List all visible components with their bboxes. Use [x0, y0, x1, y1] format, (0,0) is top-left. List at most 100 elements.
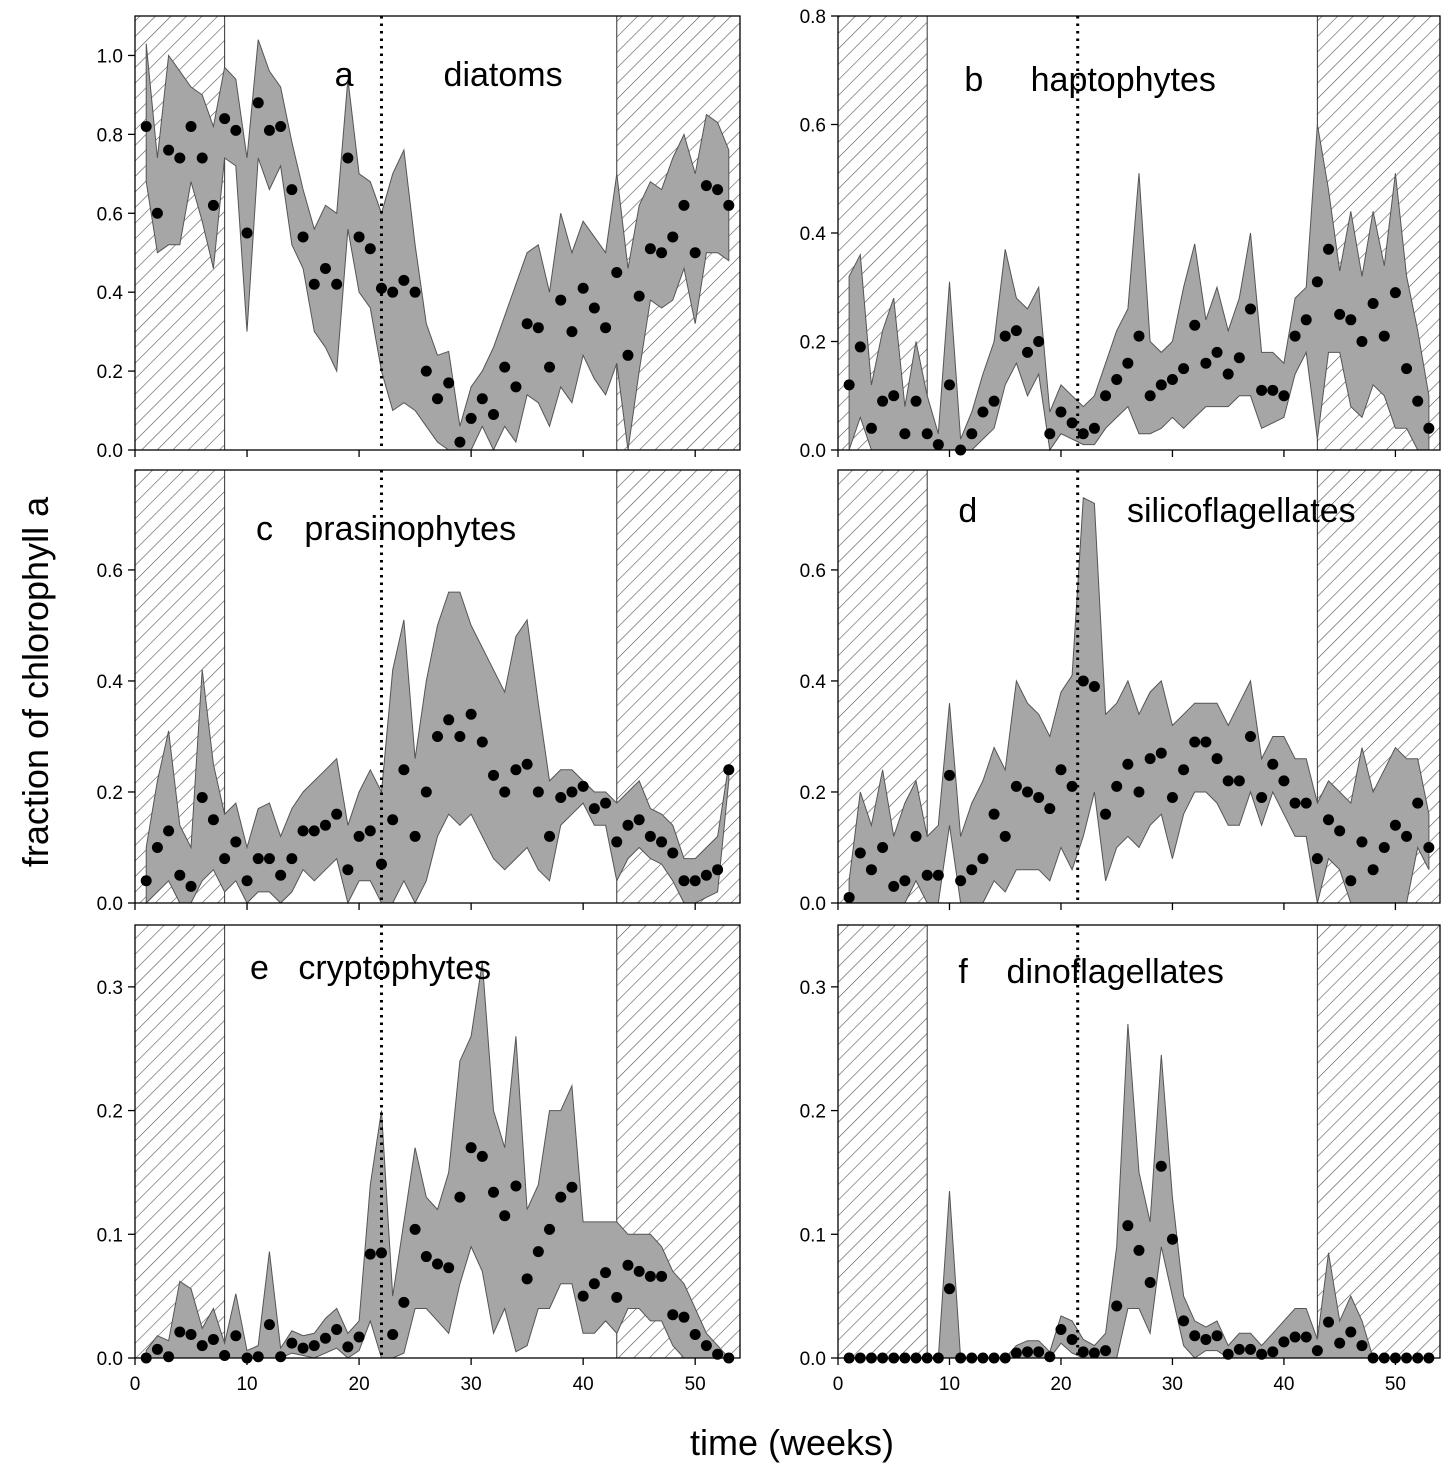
- data-point: [888, 390, 900, 402]
- data-point: [151, 841, 163, 853]
- data-point: [196, 1340, 208, 1352]
- data-point: [600, 322, 612, 334]
- data-point: [1356, 836, 1368, 848]
- data-point: [342, 152, 354, 164]
- data-point: [342, 864, 354, 876]
- data-point: [1423, 1352, 1435, 1364]
- data-point: [1412, 395, 1424, 407]
- data-point: [1323, 1316, 1335, 1328]
- data-point: [622, 349, 634, 361]
- panel-title: dinoflagellates: [1007, 953, 1224, 991]
- data-point: [465, 1142, 477, 1154]
- data-point: [1211, 753, 1223, 765]
- range-band: [848, 497, 1430, 904]
- data-point: [1044, 428, 1056, 440]
- data-point: [398, 274, 410, 286]
- data-point: [644, 243, 656, 255]
- data-point: [723, 1352, 735, 1364]
- y-tick-label: 0.2: [800, 333, 826, 354]
- data-point: [700, 869, 712, 881]
- data-point: [1278, 390, 1290, 402]
- data-point: [555, 792, 567, 804]
- data-point: [387, 286, 399, 298]
- y-tick-label: 0.0: [97, 441, 123, 462]
- data-point: [966, 428, 978, 440]
- panel-letter: e: [250, 949, 269, 987]
- data-point: [1055, 406, 1067, 418]
- data-point: [577, 282, 589, 294]
- data-point: [1267, 384, 1279, 396]
- data-point: [1401, 830, 1413, 842]
- data-point: [1010, 780, 1022, 792]
- data-point: [364, 825, 376, 837]
- data-point: [163, 825, 175, 837]
- data-point: [1066, 417, 1078, 429]
- data-point: [454, 436, 466, 448]
- data-point: [331, 808, 343, 820]
- panel-title: diatoms: [444, 56, 563, 94]
- data-point: [1412, 797, 1424, 809]
- data-point: [1356, 336, 1368, 347]
- data-point: [633, 1265, 645, 1277]
- plot-frame: [134, 469, 741, 904]
- data-point: [308, 278, 320, 290]
- data-point: [230, 836, 242, 848]
- panel-d: 0.0 0.2 0.4 0.6 d silicoflagellates: [800, 469, 1441, 915]
- data-point: [454, 1191, 466, 1203]
- data-point: [1378, 841, 1390, 853]
- data-point: [263, 124, 275, 136]
- data-point: [1233, 1343, 1245, 1355]
- data-point: [955, 444, 967, 456]
- data-point: [297, 825, 309, 837]
- data-point: [1022, 346, 1034, 358]
- data-point: [1222, 368, 1234, 380]
- data-point: [432, 1258, 443, 1270]
- data-point: [1122, 1220, 1134, 1232]
- panel-title: silicoflagellates: [1127, 492, 1356, 530]
- x-tick-label: 10: [939, 1374, 960, 1395]
- data-point: [275, 869, 287, 881]
- data-point: [1256, 792, 1268, 804]
- y-tick-label: 0.8: [800, 7, 826, 28]
- x-axis-title: time (weeks): [690, 1422, 894, 1463]
- data-point: [899, 1352, 911, 1364]
- data-point: [1144, 390, 1156, 402]
- data-point: [555, 294, 567, 306]
- data-point: [1144, 753, 1156, 765]
- data-point: [1200, 1333, 1212, 1345]
- data-point: [409, 286, 421, 298]
- data-point: [877, 395, 889, 407]
- data-point: [1334, 308, 1346, 320]
- data-point: [1189, 319, 1201, 331]
- data-point: [252, 97, 264, 109]
- y-tick-label: 0.1: [800, 1225, 826, 1246]
- data-point: [854, 1352, 866, 1364]
- panel-title: cryptophytes: [298, 949, 491, 987]
- x-tick-label: 10: [236, 1374, 257, 1395]
- panel-letter: c: [256, 510, 273, 548]
- x-tick-label: 50: [1385, 1374, 1406, 1395]
- data-point: [1289, 330, 1301, 342]
- data-point: [656, 836, 668, 848]
- data-point: [999, 1352, 1011, 1364]
- data-point: [353, 231, 365, 243]
- data-point: [163, 144, 175, 156]
- data-point: [275, 120, 287, 132]
- data-point: [151, 207, 163, 219]
- data-point: [398, 1296, 410, 1308]
- data-point: [611, 1291, 623, 1303]
- panel-b: 0.0 0.2 0.4 0.6 0.8 b haptophytes: [800, 7, 1441, 462]
- data-point: [1345, 314, 1357, 326]
- data-point: [1256, 1348, 1268, 1360]
- data-point: [910, 1352, 922, 1364]
- data-point: [140, 120, 152, 132]
- data-point: [865, 864, 877, 876]
- data-point: [700, 1340, 712, 1352]
- data-point: [678, 1311, 690, 1323]
- data-point: [899, 428, 911, 440]
- data-point: [263, 1319, 275, 1331]
- data-point: [319, 819, 331, 831]
- data-point: [977, 853, 989, 865]
- range-band: [145, 39, 730, 452]
